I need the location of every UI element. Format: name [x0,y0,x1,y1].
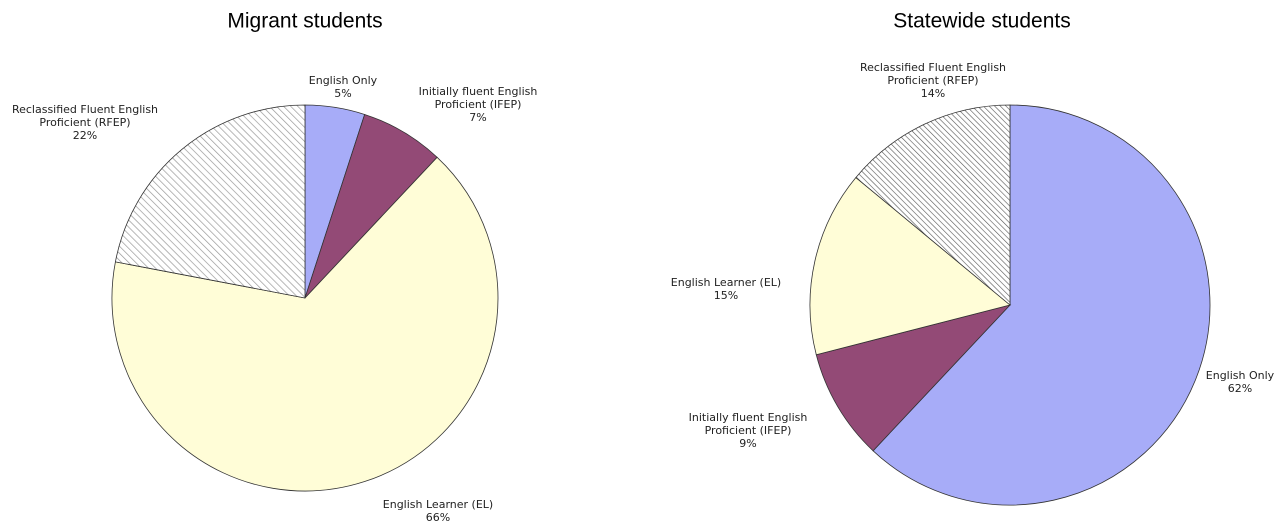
slice-name: Initially fluent English Proficient (IFE… [418,85,538,111]
slice-value: 66% [425,511,451,522]
slice-label-box: Initially fluent English Proficient (IFE… [398,64,558,124]
slice-value: 22% [72,129,98,142]
pie-slice [855,104,1011,306]
slice-label: Reclassified Fluent English Proficient (… [0,82,170,142]
slice-label: English Learner (EL)66% [358,464,518,522]
slice-label: Initially fluent English Proficient (IFE… [668,390,828,450]
slice-name: English Only [308,74,378,87]
slice-label-box: Reclassified Fluent English Proficient (… [0,82,170,142]
pie-slice [114,104,306,299]
slice-name: English Learner (EL) [670,276,782,289]
chart-title: Statewide students [893,10,1070,33]
slice-label-box: English Learner (EL) 66% [358,464,518,522]
pie-slice [809,176,1011,356]
pie-slice [111,156,499,492]
slice-name: English Only [1205,369,1275,382]
chart-title: Migrant students [227,10,382,33]
slice-name: Initially fluent English Proficient (IFE… [688,411,808,437]
slice-label: Initially fluent English Proficient (IFE… [398,64,558,124]
slice-value: 9% [739,437,757,450]
slice-label-box: Reclassified Fluent English Proficient (… [848,40,1018,100]
slice-value: 62% [1227,382,1253,395]
pie-slice [815,304,1012,452]
slice-label-box: English Only 5% [283,40,403,100]
slice-name: Reclassified Fluent English Proficient (… [11,103,159,129]
slice-label: English Learner (EL)15% [646,242,806,302]
slice-label-box: English Learner (EL) 15% [646,242,806,302]
pie-slice [872,104,1211,506]
slice-label-box: Initially fluent English Proficient (IFE… [668,390,828,450]
slice-name: English Learner (EL) [382,498,494,511]
slice-value: 15% [713,289,739,302]
slice-value: 14% [920,87,946,100]
slice-value: 7% [469,111,487,124]
slice-label: Reclassified Fluent English Proficient (… [848,40,1018,100]
slice-name: Reclassified Fluent English Proficient (… [859,61,1007,87]
slice-label-box: English Only 62% [1185,335,1288,395]
slice-value: 5% [334,87,352,100]
